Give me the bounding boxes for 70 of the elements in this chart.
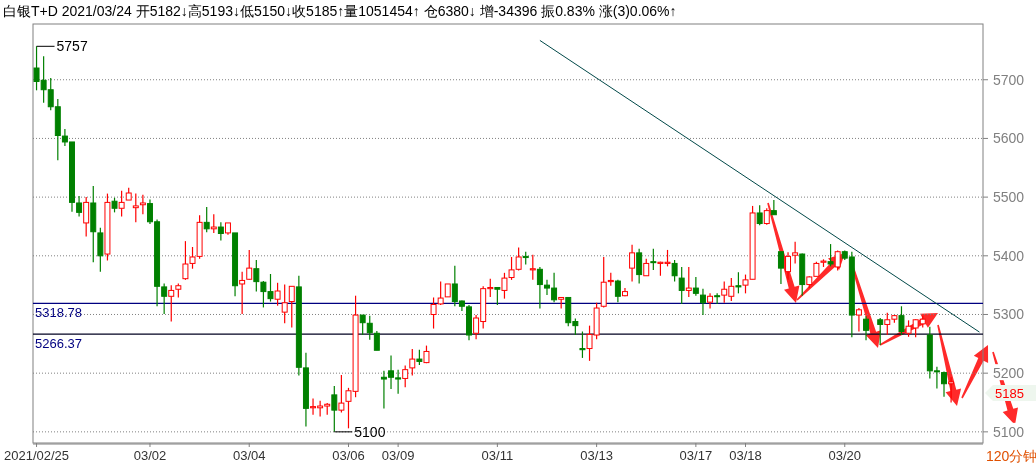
candlestick xyxy=(168,284,175,323)
x-tick-label: 03/20 xyxy=(828,448,862,463)
candlestick xyxy=(636,248,643,284)
x-tick-label: 03/06 xyxy=(332,448,365,463)
candlestick xyxy=(792,241,799,265)
candlestick xyxy=(373,330,380,351)
candlestick xyxy=(777,251,784,285)
candlestick xyxy=(756,204,763,226)
candlestick xyxy=(118,190,125,218)
candlestick xyxy=(699,288,706,316)
annotation: 5100 xyxy=(354,423,386,440)
candlestick xyxy=(529,254,536,281)
candlestick xyxy=(579,330,586,359)
candlestick xyxy=(863,315,869,341)
candlestick xyxy=(132,193,139,223)
candlestick xyxy=(785,251,792,281)
candlestick xyxy=(855,307,862,333)
candlestick xyxy=(366,315,373,341)
candlestick xyxy=(678,266,685,305)
x-tick-label: 03/17 xyxy=(679,448,713,463)
candlestick xyxy=(331,385,338,433)
candlestick xyxy=(217,221,224,242)
candlestick xyxy=(692,276,699,297)
candlestick xyxy=(714,292,721,305)
candlestick xyxy=(948,376,955,404)
candlestick xyxy=(239,271,246,315)
candlestick xyxy=(629,244,636,283)
candlestick xyxy=(707,292,714,310)
x-tick-label: 03/11 xyxy=(481,448,514,463)
candlestick xyxy=(203,206,210,233)
y-tick-label: 5600 xyxy=(993,130,1025,147)
candlestick xyxy=(877,317,884,346)
x-tick-label: 03/18 xyxy=(729,448,762,463)
x-tick-label: 03/02 xyxy=(133,448,167,463)
x-tick-label: 2021/02/25 xyxy=(4,448,70,463)
candlestick xyxy=(246,249,253,281)
candlestick xyxy=(274,282,281,307)
candlestick xyxy=(770,199,777,216)
y-tick-label: 5400 xyxy=(993,247,1025,264)
y-tick-label: 5200 xyxy=(993,365,1025,382)
text: 120分钟 xyxy=(986,448,1036,464)
y-tick-label: 5700 xyxy=(993,71,1025,88)
candlestick xyxy=(941,370,947,398)
candlestick xyxy=(402,364,409,388)
candlestick xyxy=(97,227,104,273)
candlestick xyxy=(139,194,146,215)
candlestick xyxy=(671,259,678,283)
x-tick-label: 03/09 xyxy=(381,448,415,463)
candlestick xyxy=(898,305,905,336)
y-tick-label: 5500 xyxy=(993,189,1025,206)
annotation: 5757 xyxy=(56,38,88,55)
candlestick xyxy=(83,196,90,238)
y-tick-label: 5300 xyxy=(993,306,1025,323)
chart-title: 白银T+D 2021/03/24 开5182↓高5193↓低5150↓收5185↑量1051454↑ 仓6380↓ 增-34396 振0.83% 涨(3)0.06%↑ xyxy=(3,3,677,19)
ref-line-label: 5318.78 xyxy=(35,305,82,321)
candlestick xyxy=(281,283,288,324)
x-tick-label: 03/04 xyxy=(232,448,266,463)
y-tick-label: 5100 xyxy=(993,423,1025,440)
candlestick xyxy=(288,285,295,328)
candlestick xyxy=(827,243,834,267)
candlestick xyxy=(338,374,345,414)
candlestick xyxy=(685,266,692,298)
ref-line-label: 5266.37 xyxy=(35,336,82,352)
candlestick xyxy=(210,213,217,234)
candlestick xyxy=(253,259,260,293)
candlestick xyxy=(650,248,657,271)
x-tick-label: 03/13 xyxy=(580,448,613,463)
candlestick xyxy=(409,348,416,377)
candlestick xyxy=(735,271,742,294)
candlestick xyxy=(359,314,366,336)
